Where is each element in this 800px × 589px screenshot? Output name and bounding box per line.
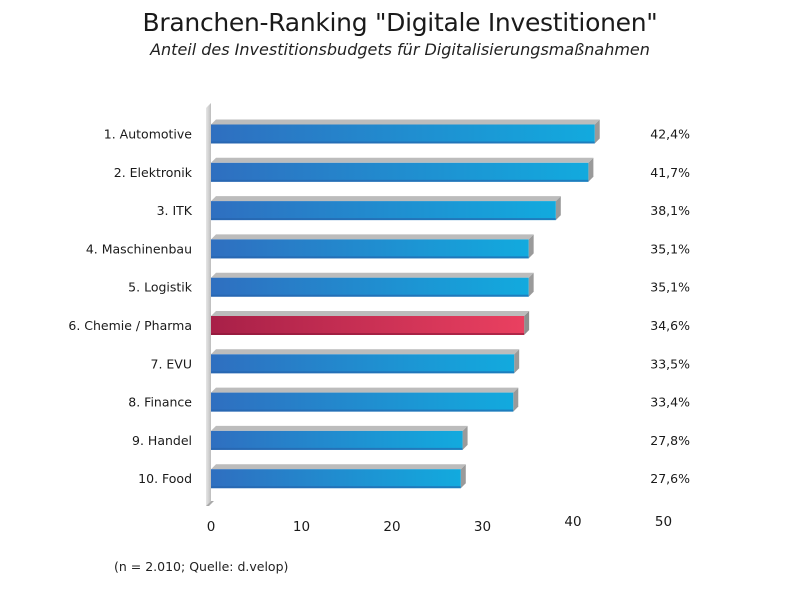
bar-depth <box>594 119 600 144</box>
bar-depth <box>514 349 520 374</box>
y-axis-wall <box>206 103 211 506</box>
x-tick-label: 10 <box>293 519 310 535</box>
category-label: 8. Finance <box>128 395 192 410</box>
bar-bottom-edge <box>211 179 589 182</box>
bar <box>211 354 515 374</box>
bar-top <box>211 425 468 431</box>
bar-depth <box>555 196 561 221</box>
category-label: 3. ITK <box>157 203 193 218</box>
bar-depth <box>513 387 519 412</box>
y-axis-wall-base <box>206 501 214 506</box>
value-label: 33,4% <box>650 395 690 410</box>
value-label: 38,1% <box>650 203 690 218</box>
value-label: 41,7% <box>650 165 690 180</box>
category-label: 4. Maschinenbau <box>86 241 192 256</box>
bar-top <box>211 311 530 316</box>
bar-bottom-edge <box>211 447 463 450</box>
bar-bottom-edge <box>211 294 529 297</box>
x-tick-label: 20 <box>383 519 400 535</box>
category-label: 9. Handel <box>132 433 192 448</box>
bar-bottom-edge <box>211 409 514 412</box>
bar-top <box>211 464 466 470</box>
x-tick-label: 30 <box>474 519 491 535</box>
category-label: 6. Chemie / Pharma <box>68 318 192 333</box>
bar <box>211 201 556 221</box>
chart-title: Branchen-Ranking "Digitale Investitionen… <box>142 8 658 37</box>
labels-layer: 0 10 20 30 40 50 1. Automotive 42,4% 2. Elektron… <box>68 127 690 536</box>
bar <box>211 124 595 144</box>
x-tick-label: 40 <box>564 514 581 530</box>
bar-bottom-edge <box>211 333 525 335</box>
bar-top <box>211 349 520 355</box>
bar <box>211 392 514 412</box>
bar-bottom-edge <box>211 218 556 221</box>
source-footnote: (n = 2.010; Quelle: d.velop) <box>114 559 289 574</box>
x-tick-label: 50 <box>655 514 672 530</box>
bar <box>211 239 529 259</box>
bar-top <box>211 157 594 163</box>
bar <box>211 277 529 297</box>
bar-bottom-edge <box>211 256 529 259</box>
bar <box>211 430 463 450</box>
value-label: 42,4% <box>650 127 690 142</box>
bar-top <box>211 387 519 393</box>
bar-depth <box>462 425 468 450</box>
value-label: 34,6% <box>650 318 690 333</box>
chart-subtitle: Anteil des Investitionsbudgets für Digit… <box>150 40 650 59</box>
bar-depth <box>528 272 534 297</box>
bar-depth <box>460 464 466 489</box>
value-label: 35,1% <box>650 241 690 256</box>
value-label: 33,5% <box>650 356 690 371</box>
bar-depth <box>524 311 530 335</box>
bar-top <box>211 119 600 125</box>
category-label: 1. Automotive <box>104 127 193 142</box>
bar-bottom-edge <box>211 141 595 144</box>
bar-top <box>211 272 534 278</box>
bar-depth <box>528 234 534 259</box>
category-label: 10. Food <box>138 471 192 486</box>
x-tick-label: 0 <box>207 519 216 535</box>
category-label: 2. Elektronik <box>114 165 193 180</box>
bar-depth <box>588 157 594 182</box>
bar-bottom-edge <box>211 486 461 489</box>
bar-top <box>211 234 534 240</box>
bar <box>211 316 525 335</box>
value-label: 27,8% <box>650 433 690 448</box>
bar <box>211 469 461 489</box>
bar <box>211 162 589 182</box>
bar-top <box>211 196 561 202</box>
bar-bottom-edge <box>211 371 515 374</box>
category-label: 5. Logistik <box>128 280 193 295</box>
value-label: 27,6% <box>650 471 690 486</box>
axis-layer <box>206 103 214 506</box>
value-label: 35,1% <box>650 280 690 295</box>
category-label: 7. EVU <box>151 356 193 371</box>
bars-layer <box>211 119 600 489</box>
